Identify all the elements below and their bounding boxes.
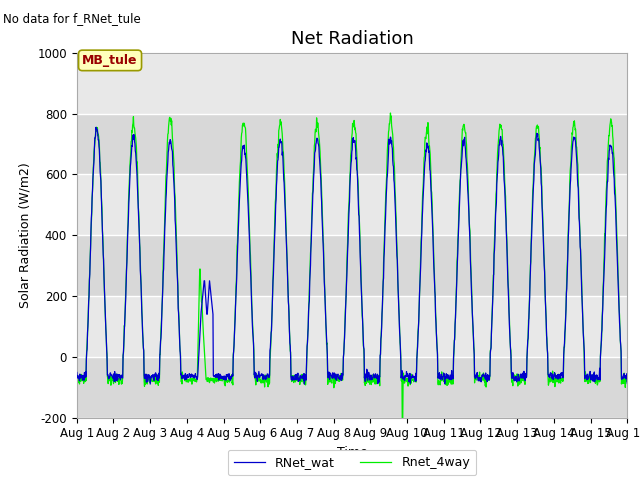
RNet_wat xyxy=(183,376,191,382)
RNet_wat xyxy=(258,371,266,377)
Rnet_4way xyxy=(623,378,631,384)
Rnet_4way xyxy=(195,290,203,296)
RNet_wat xyxy=(196,330,204,336)
RNet_wat xyxy=(73,370,81,375)
Legend: RNet_wat, Rnet_4way: RNet_wat, Rnet_4way xyxy=(228,450,476,475)
Rnet_4way xyxy=(387,110,394,116)
Bar xyxy=(77,174,627,235)
Bar xyxy=(77,235,627,296)
Bar xyxy=(77,53,627,114)
Bar xyxy=(77,357,627,418)
Line: Rnet_4way: Rnet_4way xyxy=(77,113,627,427)
RNet_wat xyxy=(438,373,446,379)
Rnet_4way xyxy=(399,424,406,430)
RNet_wat xyxy=(623,380,631,386)
Rnet_4way xyxy=(559,378,566,384)
RNet_wat xyxy=(92,124,100,130)
RNet_wat xyxy=(510,377,518,383)
Y-axis label: Solar Radiation (W/m2): Solar Radiation (W/m2) xyxy=(19,162,32,308)
Rnet_4way xyxy=(438,376,446,382)
Bar xyxy=(77,114,627,174)
RNet_wat xyxy=(147,381,154,387)
Text: MB_tule: MB_tule xyxy=(83,54,138,67)
Text: No data for f_RNet_tule: No data for f_RNet_tule xyxy=(3,12,141,25)
Line: RNet_wat: RNet_wat xyxy=(77,127,627,384)
RNet_wat xyxy=(559,372,566,378)
Rnet_4way xyxy=(182,373,189,379)
Rnet_4way xyxy=(73,370,81,376)
Bar xyxy=(77,296,627,357)
Rnet_4way xyxy=(510,372,518,378)
X-axis label: Time: Time xyxy=(337,446,367,459)
Rnet_4way xyxy=(257,378,264,384)
Title: Net Radiation: Net Radiation xyxy=(291,30,413,48)
